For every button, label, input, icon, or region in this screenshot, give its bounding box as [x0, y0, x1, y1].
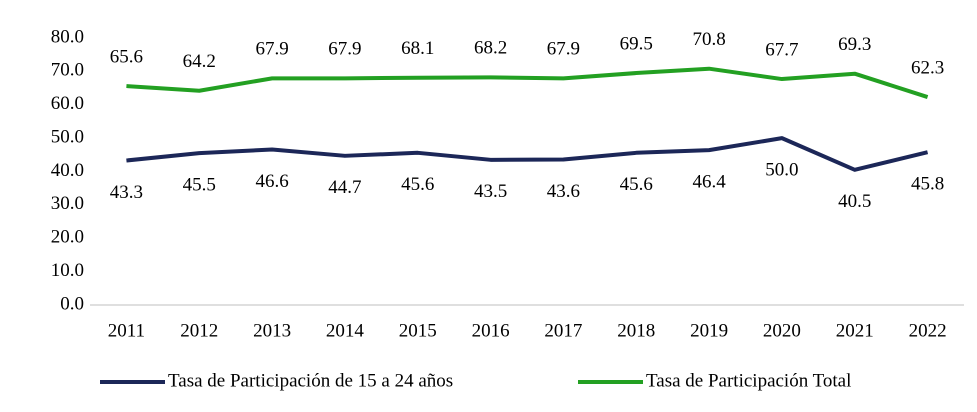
data-label: 65.6 [110, 46, 143, 67]
x-tick-label: 2018 [617, 320, 655, 341]
x-tick-label: 2016 [472, 320, 510, 341]
legend-label: Tasa de Participación Total [646, 370, 851, 391]
data-label: 62.3 [911, 57, 944, 78]
x-tick-label: 2017 [544, 320, 582, 341]
data-label: 45.8 [911, 174, 944, 195]
data-label: 69.5 [620, 33, 653, 54]
data-label: 43.5 [474, 181, 507, 202]
x-tick-label: 2013 [253, 320, 291, 341]
y-tick-label: 70.0 [51, 60, 84, 81]
data-label: 67.9 [547, 39, 580, 60]
data-label: 50.0 [765, 159, 798, 180]
data-label: 46.4 [692, 171, 726, 192]
x-tick-label: 2019 [690, 320, 728, 341]
x-tick-label: 2022 [909, 320, 947, 341]
data-label: 68.1 [401, 38, 434, 59]
x-tick-label: 2021 [836, 320, 874, 341]
y-tick-label: 30.0 [51, 193, 84, 214]
data-label: 43.3 [110, 182, 143, 203]
series-line [126, 136, 929, 172]
y-tick-label: 50.0 [51, 126, 84, 147]
y-tick-label: 80.0 [51, 26, 84, 47]
data-label: 70.8 [692, 29, 725, 50]
data-label: 45.6 [401, 174, 434, 195]
y-tick-label: 40.0 [51, 160, 84, 181]
x-tick-label: 2014 [326, 320, 365, 341]
data-label: 45.6 [620, 174, 653, 195]
x-tick-label: 2020 [763, 320, 801, 341]
x-tick-label: 2015 [399, 320, 437, 341]
legend-label: Tasa de Participación de 15 a 24 años [168, 370, 453, 391]
x-tick-label: 2012 [180, 320, 218, 341]
data-label: 64.2 [183, 51, 216, 72]
y-tick-label: 0.0 [60, 293, 84, 314]
series-line [126, 66, 929, 99]
data-label: 67.9 [328, 39, 361, 60]
data-label: 46.6 [255, 171, 288, 192]
data-label: 40.5 [838, 191, 871, 212]
data-label: 68.2 [474, 38, 507, 59]
data-label: 69.3 [838, 34, 871, 55]
data-label: 44.7 [328, 177, 361, 198]
data-label: 45.5 [183, 175, 216, 196]
y-tick-label: 60.0 [51, 93, 84, 114]
x-tick-label: 2011 [108, 320, 145, 341]
data-label: 67.7 [765, 39, 798, 60]
data-label: 67.9 [255, 39, 288, 60]
y-tick-label: 20.0 [51, 227, 84, 248]
data-label: 43.6 [547, 181, 580, 202]
y-tick-label: 10.0 [51, 260, 84, 281]
